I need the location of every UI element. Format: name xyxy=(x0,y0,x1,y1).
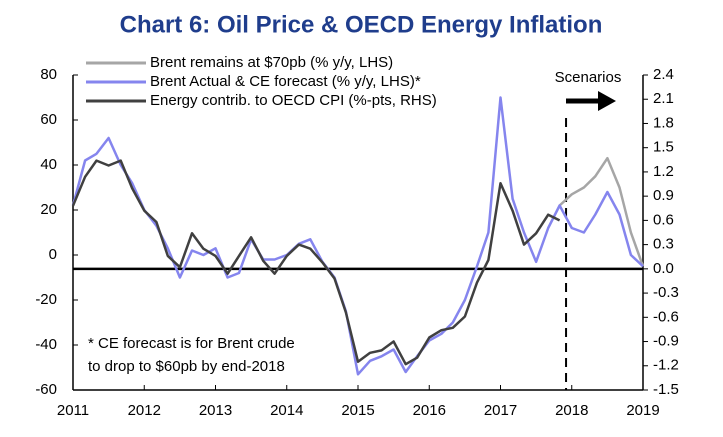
legend-label: Brent remains at $70pb (% y/y, LHS) xyxy=(150,54,393,71)
y2-tick-label: 0.9 xyxy=(653,187,674,204)
note: to drop to $60pb by end-2018 xyxy=(88,358,285,375)
y2-tick-label: 2.1 xyxy=(653,90,674,107)
y-tick-label: 0 xyxy=(49,246,57,263)
x-tick-label: 2018 xyxy=(555,402,588,419)
x-tick-label: 2012 xyxy=(128,402,161,419)
y2-tick-label: 0.3 xyxy=(653,236,674,253)
series-line xyxy=(558,156,645,267)
y2-tick-label: 2.4 xyxy=(653,66,674,83)
y2-tick-label: -1.5 xyxy=(653,381,679,398)
note: * CE forecast is for Brent crude xyxy=(88,335,295,352)
series-line xyxy=(71,96,644,376)
y2-tick-label: -1.2 xyxy=(653,357,679,374)
y-tick-label: 40 xyxy=(40,156,57,173)
y-tick-label: 60 xyxy=(40,111,57,128)
y2-tick-label: -0.9 xyxy=(653,333,679,350)
x-tick-label: 2017 xyxy=(484,402,517,419)
y2-tick-label: 1.5 xyxy=(653,139,674,156)
series-line xyxy=(71,159,561,366)
x-tick-label: 2015 xyxy=(341,402,374,419)
legend-label: Brent Actual & CE forecast (% y/y, LHS)* xyxy=(150,73,421,90)
y-tick-label: -20 xyxy=(35,291,57,308)
y-tick-label: -40 xyxy=(35,336,57,353)
y2-tick-label: 0.6 xyxy=(653,211,674,228)
x-tick-label: 2019 xyxy=(626,402,659,419)
y2-tick-label: 1.2 xyxy=(653,163,674,180)
y2-tick-label: 0.0 xyxy=(653,260,674,277)
y2-tick-label: 1.8 xyxy=(653,114,674,131)
x-tick-label: 2016 xyxy=(413,402,446,419)
y-tick-label: 20 xyxy=(40,201,57,218)
x-tick-label: 2011 xyxy=(57,402,89,419)
y2-tick-label: -0.6 xyxy=(653,308,679,325)
y-tick-label: 80 xyxy=(40,66,57,83)
scenario-label: Scenarios xyxy=(555,69,622,86)
scenario-arrow xyxy=(566,91,616,111)
chart-title: Chart 6: Oil Price & OECD Energy Inflati… xyxy=(120,11,603,38)
y2-tick-label: -0.3 xyxy=(653,284,679,301)
y-tick-label: -60 xyxy=(35,381,57,398)
legend-label: Energy contrib. to OECD CPI (%-pts, RHS) xyxy=(150,92,437,109)
x-tick-label: 2013 xyxy=(199,402,232,419)
x-tick-label: 2014 xyxy=(270,402,303,419)
